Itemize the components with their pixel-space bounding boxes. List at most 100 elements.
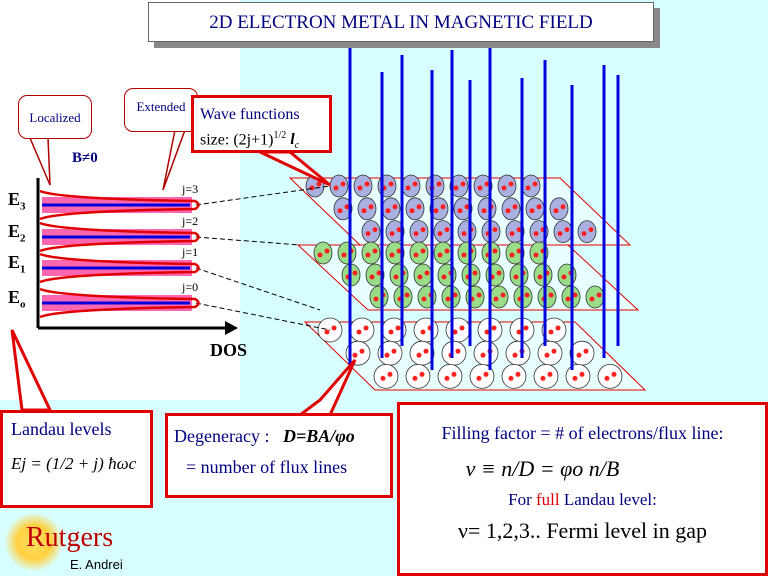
- electron-wavefunction: [357, 197, 377, 221]
- electron-wavefunction: [373, 363, 399, 389]
- filling-line3: ν= 1,2,3.. Fermi level in gap: [457, 518, 708, 543]
- dos-peak-curve: [39, 221, 200, 253]
- slide-title: 2D ELECTRON METAL IN MAGNETIC FIELD: [148, 2, 654, 42]
- electron-wavefunction: [409, 241, 429, 265]
- electron-wavefunction: [473, 340, 499, 366]
- electron-wavefunction: [537, 340, 563, 366]
- electron-wavefunction: [565, 363, 591, 389]
- landau-tail: [10, 329, 53, 412]
- filling-line1: Filling factor = # of electrons/flux lin…: [441, 423, 724, 443]
- degeneracy-line2: = number of flux lines: [186, 457, 348, 477]
- dos-peak-curve: [39, 189, 200, 221]
- electron-wavefunction: [313, 241, 333, 265]
- electron-wavefunction: [329, 174, 349, 198]
- electron-wavefunction: [353, 174, 373, 198]
- electron-wavefunction: [349, 317, 375, 343]
- electron-wavefunction: [445, 317, 471, 343]
- energy-level-label: E2: [8, 221, 26, 245]
- electron-wavefunction: [501, 197, 521, 221]
- rutgers-logo-text: Rutgers: [26, 522, 114, 553]
- b-nonzero-label: B≠0: [72, 150, 98, 166]
- electron-wavefunction: [333, 197, 353, 221]
- electron-wavefunction: [505, 340, 531, 366]
- landau-title: Landau levels: [11, 419, 112, 439]
- landau-formula: Ej = (1/2 + j) ħωc: [11, 454, 137, 473]
- energy-level-label: Eo: [8, 287, 26, 311]
- electron-wavefunction: [477, 197, 497, 221]
- electron-wavefunction: [345, 340, 371, 366]
- electron-wavefunction: [413, 317, 439, 343]
- electron-wavefunction: [585, 285, 605, 309]
- wave-functions-callout: Wave functions size: (2j+1)1/2 lc: [191, 95, 332, 153]
- electron-wavefunction: [361, 241, 381, 265]
- electron-wavefunction: [577, 220, 597, 244]
- electron-wavefunction: [405, 363, 431, 389]
- degeneracy-label: Degeneracy :: [174, 426, 270, 446]
- wave-title: Wave functions: [200, 106, 300, 123]
- dos-arrow-icon: [225, 321, 238, 335]
- electron-wavefunction: [433, 220, 453, 244]
- level-to-plane-link: [195, 185, 331, 206]
- electron-wavefunction: [385, 220, 405, 244]
- electron-wavefunction: [489, 285, 509, 309]
- electron-wavefunction: [441, 340, 467, 366]
- j-label: j=3: [181, 182, 198, 196]
- extended-tail: [162, 129, 187, 191]
- electron-wavefunction: [401, 174, 421, 198]
- j-label: j=1: [181, 245, 198, 259]
- electron-wavefunction: [541, 317, 567, 343]
- filling-full-line: For full Landau level:: [508, 490, 657, 509]
- electron-wavefunction: [521, 174, 541, 198]
- electron-wavefunction: [457, 241, 477, 265]
- electron-wavefunction: [369, 285, 389, 309]
- level-to-plane-link: [195, 267, 321, 311]
- energy-level-label: E3: [8, 189, 26, 213]
- electron-wavefunction: [549, 197, 569, 221]
- dos-peak-curve: [39, 287, 200, 319]
- electron-wavefunction: [437, 363, 463, 389]
- j-label: j=0: [181, 280, 198, 294]
- level-to-plane-link: [195, 236, 301, 246]
- electron-wavefunction: [425, 174, 445, 198]
- electron-wavefunction: [405, 197, 425, 221]
- localized-callout: Localized: [18, 95, 92, 139]
- electron-wavefunction: [469, 363, 495, 389]
- degeneracy-box: Degeneracy : D=BA/φo = number of flux li…: [165, 413, 393, 498]
- electron-wavefunction: [385, 241, 405, 265]
- degeneracy-formula: D=BA/φo: [282, 426, 355, 446]
- electron-wavefunction: [381, 317, 407, 343]
- electron-wavefunction: [337, 241, 357, 265]
- localized-tail: [28, 137, 51, 186]
- electron-wavefunction: [473, 174, 493, 198]
- electron-wavefunction: [365, 263, 385, 287]
- wave-size: size: (2j+1)1/2 lc: [200, 130, 300, 152]
- electron-wavefunction: [525, 197, 545, 221]
- electron-wavefunction: [433, 241, 453, 265]
- electron-wavefunction: [533, 263, 553, 287]
- electron-wavefunction: [533, 363, 559, 389]
- electron-wavefunction: [457, 220, 477, 244]
- electron-wavefunction: [453, 197, 473, 221]
- landau-levels-box: Landau levels Ej = (1/2 + j) ħωc: [0, 410, 153, 508]
- filling-factor-box: Filling factor = # of electrons/flux lin…: [397, 402, 768, 576]
- author: E. Andrei: [70, 557, 123, 572]
- rutgers-sun-logo: [4, 512, 64, 572]
- electron-wavefunction: [413, 263, 433, 287]
- degeneracy-tail: [295, 359, 357, 417]
- electron-wavefunction: [409, 220, 429, 244]
- filling-formula: ν ≡ n/D = φo n/B: [465, 456, 620, 481]
- electron-wavefunction: [389, 263, 409, 287]
- electron-wavefunction: [501, 363, 527, 389]
- extended-callout: Extended: [124, 88, 198, 132]
- electron-wavefunction: [569, 340, 595, 366]
- energy-level-label: E1: [8, 252, 26, 276]
- electron-wavefunction: [409, 340, 435, 366]
- electron-wavefunction: [361, 220, 381, 244]
- electron-wavefunction: [509, 263, 529, 287]
- electron-wavefunction: [429, 197, 449, 221]
- electron-wavefunction: [497, 174, 517, 198]
- j-label: j=2: [181, 214, 198, 228]
- electron-wavefunction: [553, 220, 573, 244]
- electron-wavefunction: [537, 285, 557, 309]
- dos-label: DOS: [210, 340, 248, 360]
